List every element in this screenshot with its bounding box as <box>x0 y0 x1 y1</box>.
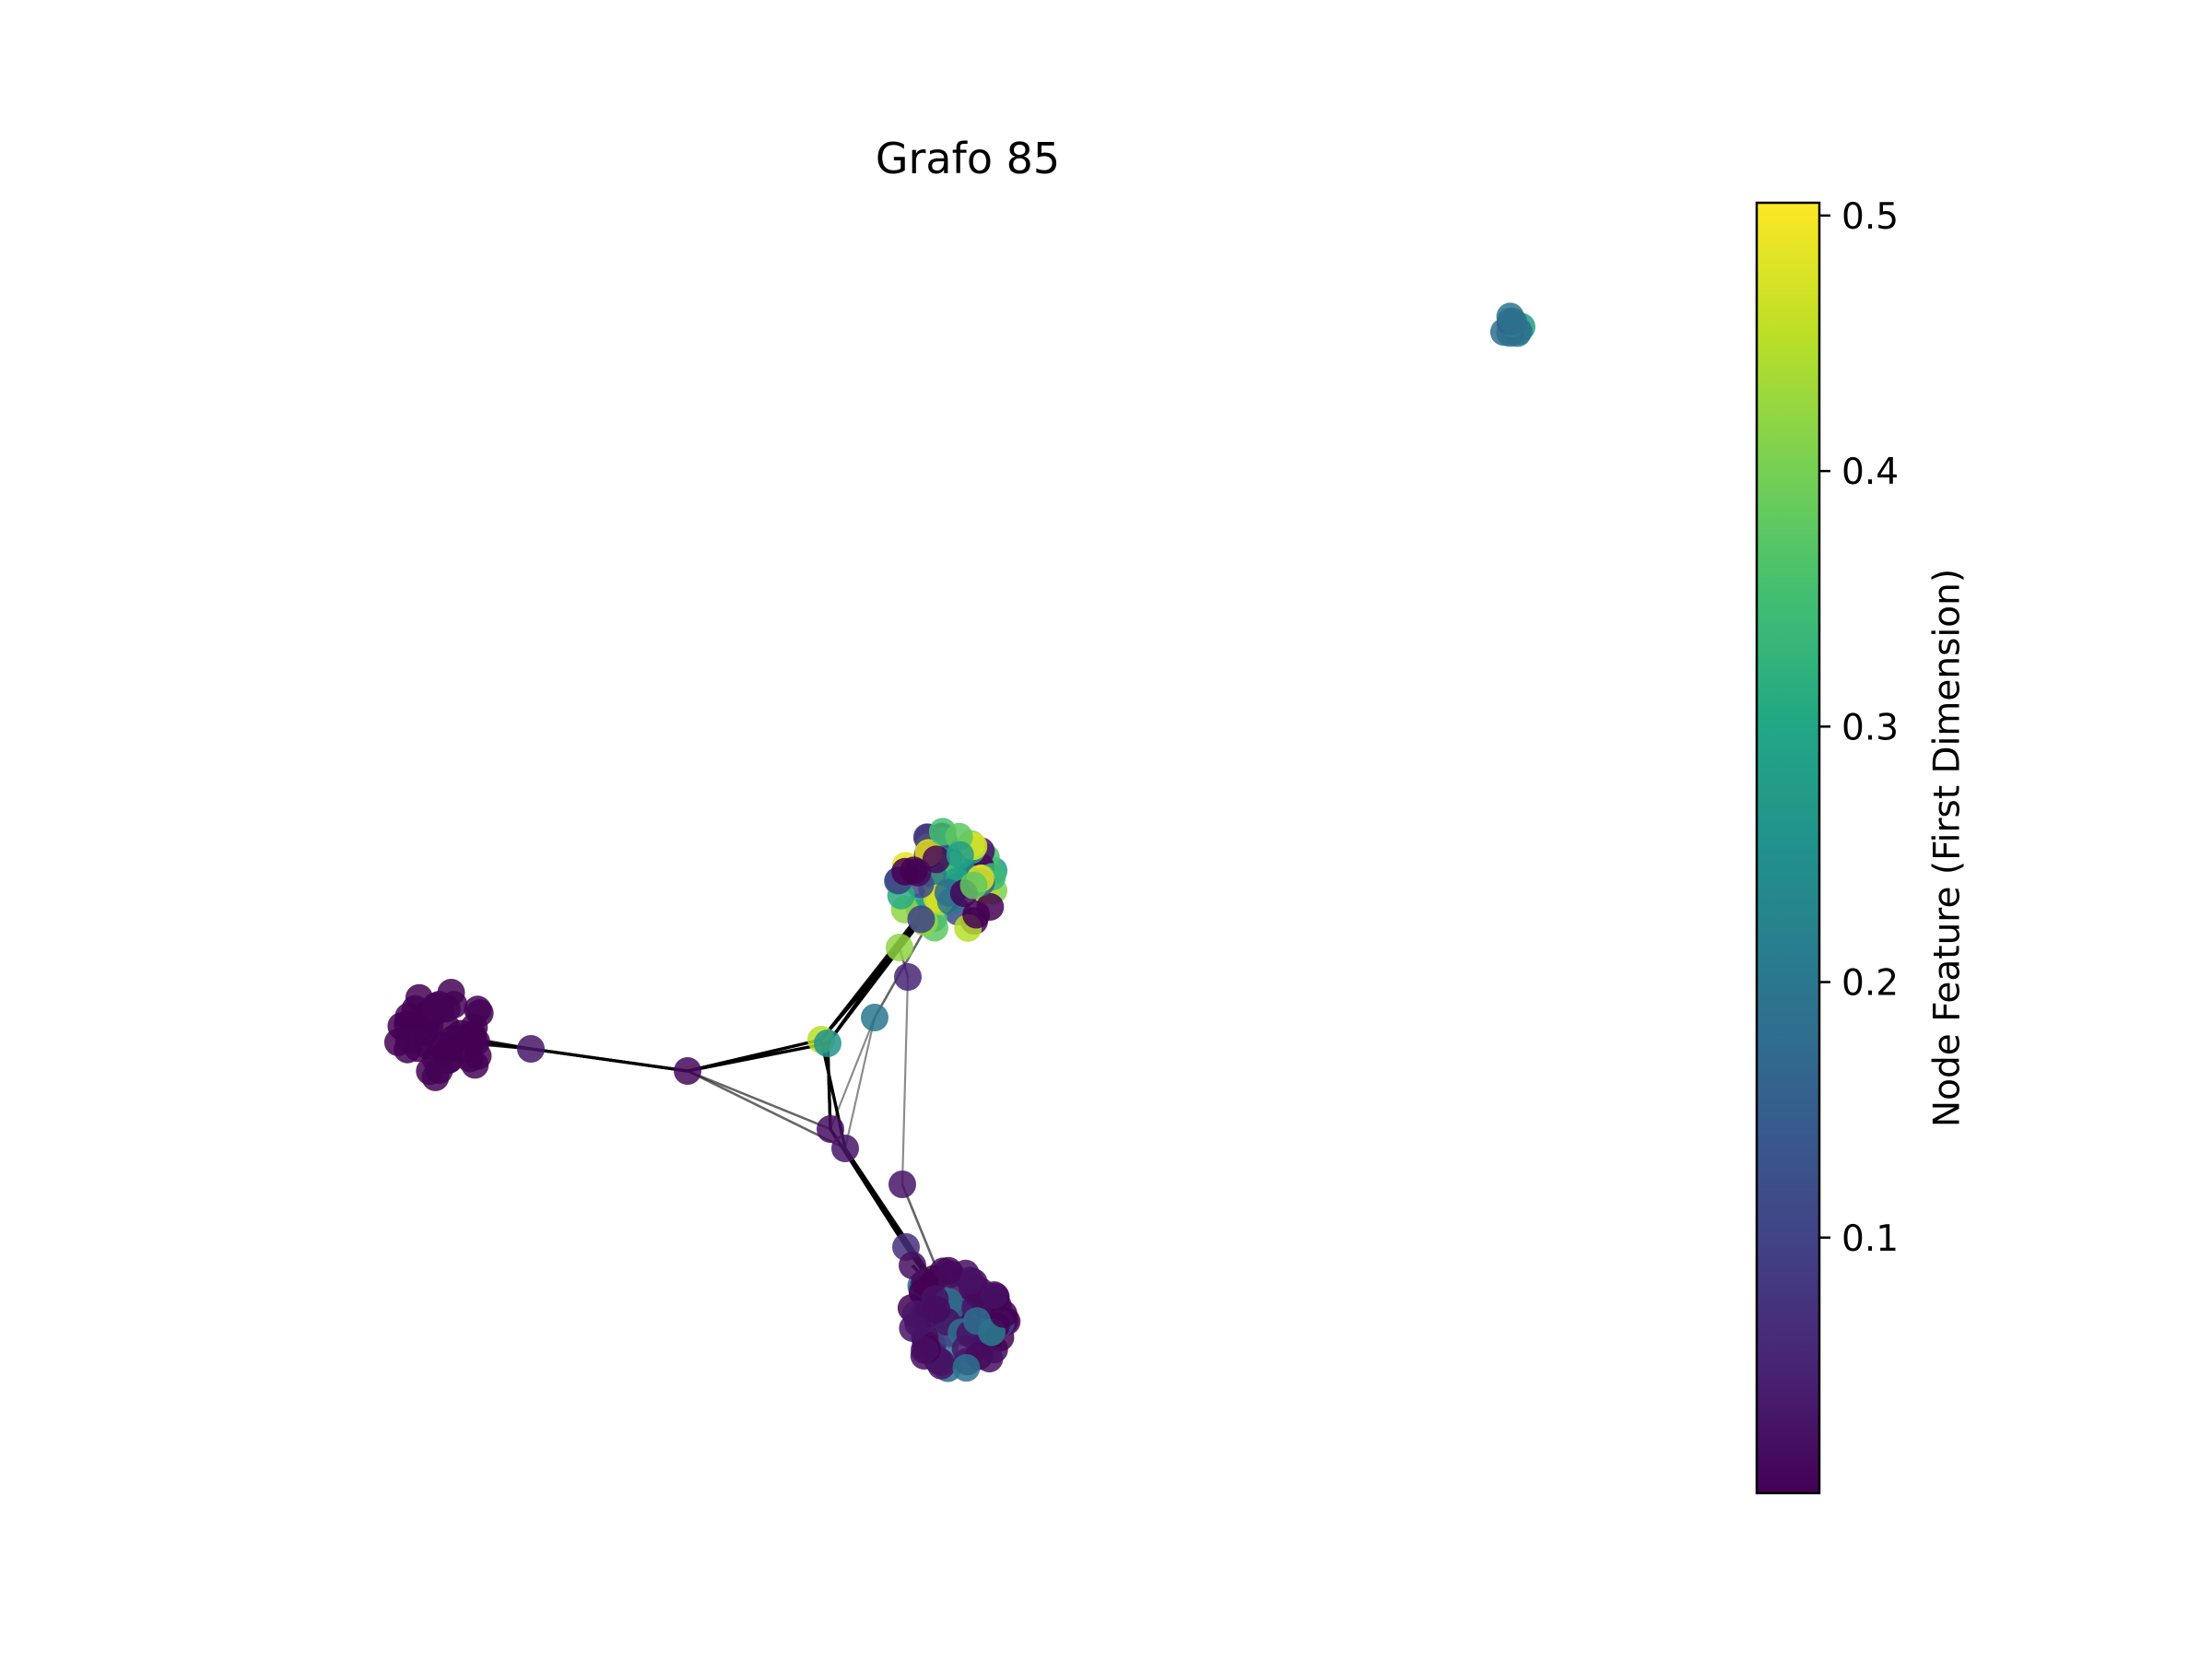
graph-node <box>952 1354 981 1382</box>
graph-node <box>907 905 935 934</box>
colorbar-tick-label: 0.3 <box>1841 707 1899 748</box>
graph-node-n12 <box>899 1252 926 1279</box>
colorbar-gradient <box>1755 201 1821 1495</box>
graph-node <box>956 1266 984 1295</box>
graph-node-n9 <box>831 1135 859 1162</box>
graph-node-n10 <box>888 1171 916 1198</box>
graph-edge <box>829 1017 877 1130</box>
graph-edge <box>843 1017 877 1149</box>
graph-edge <box>900 976 910 1185</box>
graph-node-n8 <box>817 1115 844 1143</box>
graph-node-n6 <box>886 934 913 961</box>
figure-title: Grafo 85 <box>875 134 1061 183</box>
graph-node <box>465 999 494 1028</box>
colorbar-tick-label: 0.1 <box>1841 1218 1899 1260</box>
graph-node-n7 <box>894 963 922 991</box>
colorbar-tick-label: 0.4 <box>1841 452 1899 493</box>
graph-node <box>394 1025 423 1053</box>
graph-node-n1 <box>517 1035 545 1063</box>
cluster-bottom <box>897 1256 1021 1382</box>
clusters-layer <box>383 302 1535 1382</box>
graph-node <box>911 1335 939 1364</box>
graph-node <box>1500 308 1528 336</box>
graph-node <box>923 1295 951 1324</box>
graph-edge <box>826 1042 832 1130</box>
graph-node <box>421 1063 450 1091</box>
graph-node <box>899 1314 927 1343</box>
bridge-nodes-layer <box>517 934 926 1279</box>
graph-edge <box>530 1047 688 1073</box>
colorbar-ticks: 0.1 0.2 0.3 0.4 0.5 <box>1819 196 1899 1260</box>
colorbar-label-text: Node Feature (First Dimension) <box>1926 568 1969 1128</box>
colorbar-tick-label: 0.2 <box>1841 963 1899 1005</box>
graph-edge <box>687 1069 831 1131</box>
graph-node <box>959 871 988 900</box>
graph-node-n4 <box>814 1030 841 1057</box>
graph-node <box>891 857 920 886</box>
graph-node <box>946 841 974 869</box>
cluster-top <box>884 818 1008 942</box>
graph-node <box>962 900 991 929</box>
graph-node-n2 <box>674 1057 701 1085</box>
cluster-left <box>383 978 494 1091</box>
graph-edge <box>687 1041 829 1073</box>
graph-node <box>935 1256 963 1285</box>
graph-node-n5 <box>861 1004 888 1031</box>
graph-node <box>963 1307 992 1335</box>
graph-node <box>922 845 950 874</box>
graph-node <box>421 992 450 1020</box>
graph-node <box>980 1281 1008 1310</box>
colorbar-tick-label: 0.5 <box>1841 196 1899 238</box>
graph-node <box>440 1024 468 1053</box>
cluster-small <box>1489 302 1535 347</box>
